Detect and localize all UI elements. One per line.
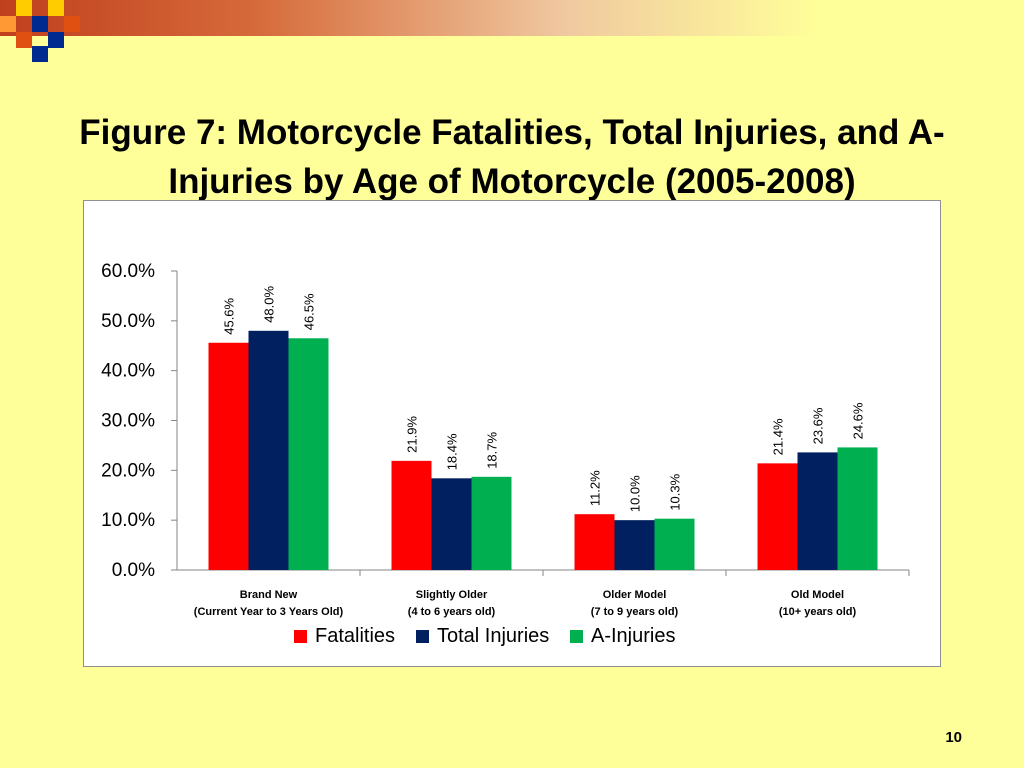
chart-frame: 0.0% 10.0% 20.0% 30.0% 40.0% 50.0% 60.0% Brand … [83,200,941,667]
y-tick-label: 0.0% [112,560,155,581]
data-label: 46.5% [302,293,317,330]
x-category-label: (10+ years old) [779,606,857,618]
legend-swatch [294,630,307,643]
x-category-label: Slightly Older [416,589,488,601]
data-label: 48.0% [262,285,277,322]
data-label: 45.6% [222,297,237,334]
bar-total-injuries [614,520,655,570]
y-tick-label: 30.0% [101,411,155,432]
legend-label: Total Injuries [437,625,549,647]
legend-swatch [416,630,429,643]
data-label: 18.4% [445,433,460,470]
data-label: 11.2% [588,470,603,506]
x-category-label: Older Model [603,589,667,601]
legend-label: A-Injuries [591,625,675,647]
slide-number: 10 [945,729,962,746]
title-banner [0,0,1024,36]
x-category-label: Old Model [791,589,844,601]
bar-fatalities [757,463,798,570]
x-category-label: (4 to 6 years old) [408,606,496,618]
data-label: 21.4% [771,418,786,455]
legend-swatch [570,630,583,643]
data-label: 24.6% [851,402,866,439]
bar-a-injuries [471,476,512,570]
bar-total-injuries [431,478,472,570]
bar-fatalities [391,460,432,570]
slide-title: Figure 7: Motorcycle Fatalities, Total I… [79,113,945,201]
y-tick-label: 20.0% [101,460,155,481]
bar-chart: 0.0% 10.0% 20.0% 30.0% 40.0% 50.0% 60.0% Brand … [101,261,910,647]
bar-a-injuries [288,338,329,570]
bar-a-injuries [654,518,695,570]
data-label: 23.6% [811,407,826,444]
x-category-label: (7 to 9 years old) [591,606,679,618]
y-tick-label: 10.0% [101,510,155,531]
bar-fatalities [208,342,249,570]
y-tick-label: 50.0% [101,311,155,332]
data-label: 21.9% [405,416,420,453]
bar-total-injuries [797,452,838,570]
y-tick-label: 60.0% [101,261,155,282]
data-label: 10.0% [628,475,643,512]
bar-a-injuries [837,447,878,570]
x-category-label: Brand New [240,589,298,601]
y-tick-label: 40.0% [101,361,155,382]
data-label: 10.3% [668,473,683,510]
bar-total-injuries [248,330,289,570]
data-label: 18.7% [485,432,500,469]
decorative-checker-logo [0,0,80,62]
bar-fatalities [574,514,615,570]
legend-label: Fatalities [315,625,395,647]
x-category-label: (Current Year to 3 Years Old) [194,606,344,618]
